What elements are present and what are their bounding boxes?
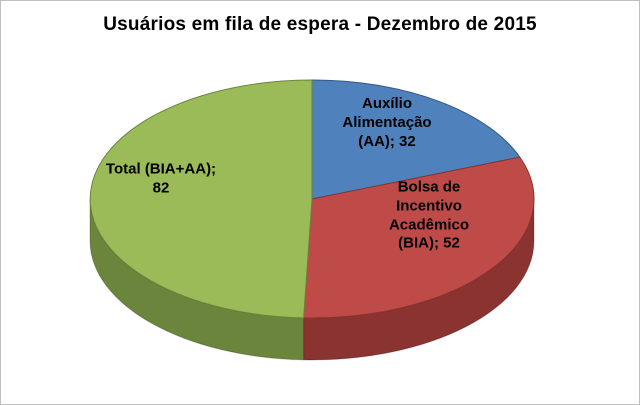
slice-label-bolsa-incentivo-academico: Bolsa de Incentivo Acadêmico (BIA); 52 [388,178,470,252]
pie-slice-top-1 [303,156,535,319]
slice-label-total: Total (BIA+AA); 82 [105,160,217,196]
pie-slice-top-0 [311,79,521,200]
pie-slice-top-2 [89,79,313,319]
chart-title: Usuários em fila de espera - Dezembro de… [103,14,537,35]
slice-label-auxilio-alimentacao: Auxílio Alimentação (AA); 32 [342,94,432,150]
